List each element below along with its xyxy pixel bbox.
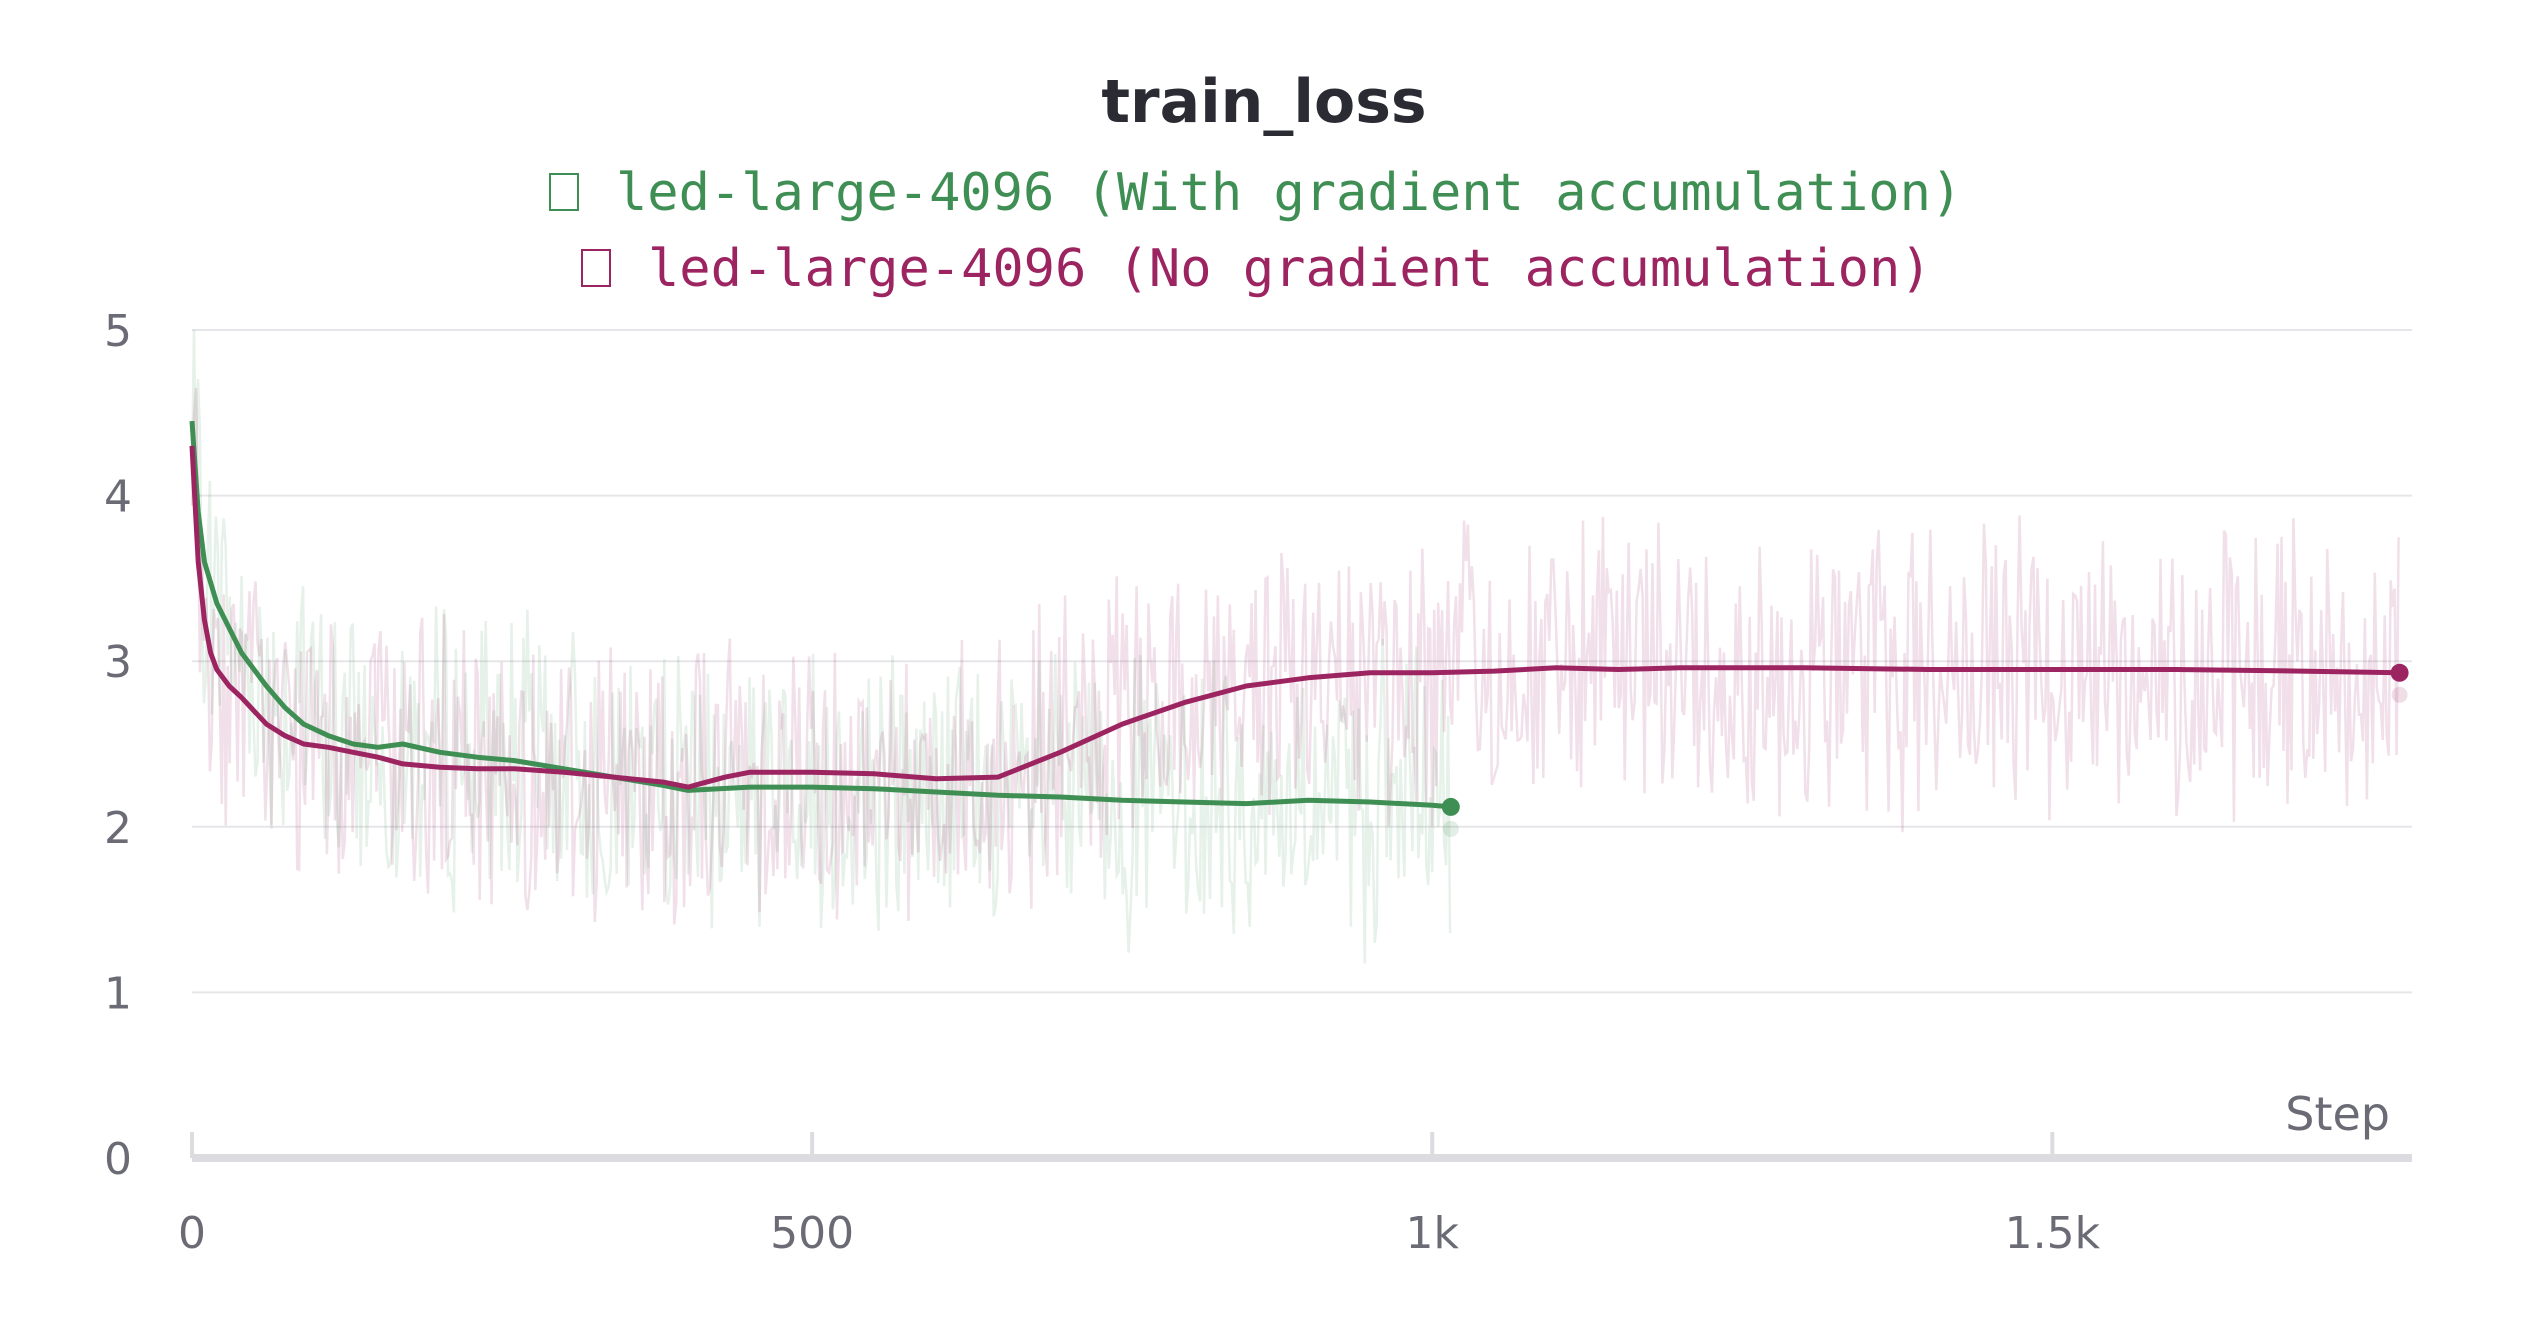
- legend-item-with-accumulation[interactable]: led-large-4096 (With gradient accumulati…: [549, 163, 1962, 223]
- end-marker-series-1[interactable]: [2390, 663, 2409, 682]
- end-marker-series-0[interactable]: [1441, 797, 1460, 816]
- x-tick-label-1000: 1k: [1405, 1208, 1459, 1259]
- raw-end-marker-series-0: [1442, 820, 1459, 837]
- smoothed-line-series-0: [189, 420, 1452, 810]
- chart-title: train_loss: [1101, 67, 1426, 137]
- y-tick-label-2: 2: [104, 803, 132, 854]
- legend-swatch-with-accumulation: [549, 173, 579, 211]
- legend-label-no-accumulation: led-large-4096 (No gradient accumulation…: [648, 239, 1932, 299]
- raw-series: [190, 329, 2400, 964]
- legend-swatch-no-accumulation: [581, 249, 611, 287]
- legend-item-no-accumulation[interactable]: led-large-4096 (No gradient accumulation…: [581, 239, 1932, 299]
- y-tick-label-4: 4: [104, 472, 132, 523]
- smoothed-series: [189, 420, 2409, 837]
- x-tick-label-1500: 1.5k: [2005, 1208, 2101, 1259]
- legend-label-with-accumulation: led-large-4096 (With gradient accumulati…: [616, 163, 1962, 223]
- y-tick-label-1: 1: [104, 968, 132, 1019]
- grid-lines: [192, 329, 2412, 994]
- raw-end-marker-series-1: [2391, 686, 2408, 703]
- x-axis-label: Step: [2285, 1087, 2390, 1141]
- y-tick-label-3: 3: [104, 637, 132, 688]
- y-tick-label-0: 0: [104, 1134, 132, 1185]
- raw-line-series-1: [190, 387, 2400, 925]
- axes: 0 1 2 3 4 5 0 500 1k 1.5k: [104, 306, 2412, 1259]
- x-tick-label-0: 0: [178, 1208, 206, 1259]
- legend: led-large-4096 (With gradient accumulati…: [549, 163, 1962, 299]
- smoothed-line-series-1: [189, 445, 2400, 790]
- x-tick-label-500: 500: [770, 1208, 854, 1259]
- y-tick-label-5: 5: [104, 306, 132, 357]
